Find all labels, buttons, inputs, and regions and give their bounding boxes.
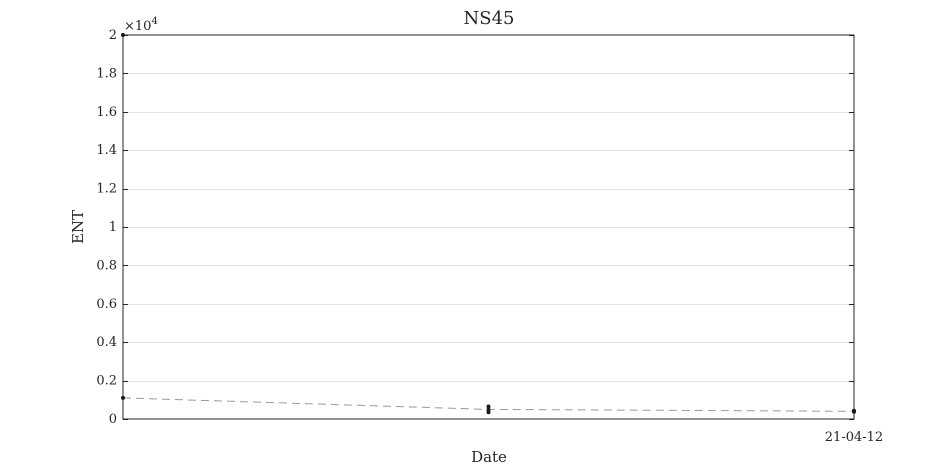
grid-lines [123, 73, 854, 382]
data-point [486, 407, 491, 412]
chart-title: NS45 [464, 8, 515, 29]
data-point [486, 404, 491, 409]
y-tick-label: 0.4 [96, 335, 117, 350]
x-tick-label: 21-04-12 [825, 430, 883, 445]
y-exponent-label: ×104 [124, 16, 158, 34]
y-tick-label: 2 [109, 28, 117, 43]
x-axis-label: Date [471, 448, 507, 466]
y-tick-label: 1.6 [96, 105, 117, 120]
y-tick-label: 0 [109, 412, 117, 427]
y-tick-label: 0.2 [96, 374, 117, 389]
y-tick-label: 1.4 [96, 143, 117, 158]
tick-labels: 0 0.2 0.4 0.6 0.8 1 1.2 1.4 1.6 1.8 2 21-04-12 [96, 28, 883, 445]
y-axis-label: ENT [69, 210, 87, 244]
data-point [121, 395, 125, 400]
y-tick-label: 0.8 [96, 258, 117, 273]
y-exponent-power: 4 [151, 16, 157, 27]
y-tick-label: 1.2 [96, 182, 117, 197]
data-point [121, 33, 125, 37]
data-point [852, 408, 856, 413]
y-tick-label: 1.8 [96, 66, 117, 81]
y-tick-label: 0.6 [96, 297, 117, 312]
marker-layer [121, 33, 856, 415]
y-tick-label: 1 [109, 220, 117, 235]
y-exponent-base: ×10 [124, 19, 151, 34]
